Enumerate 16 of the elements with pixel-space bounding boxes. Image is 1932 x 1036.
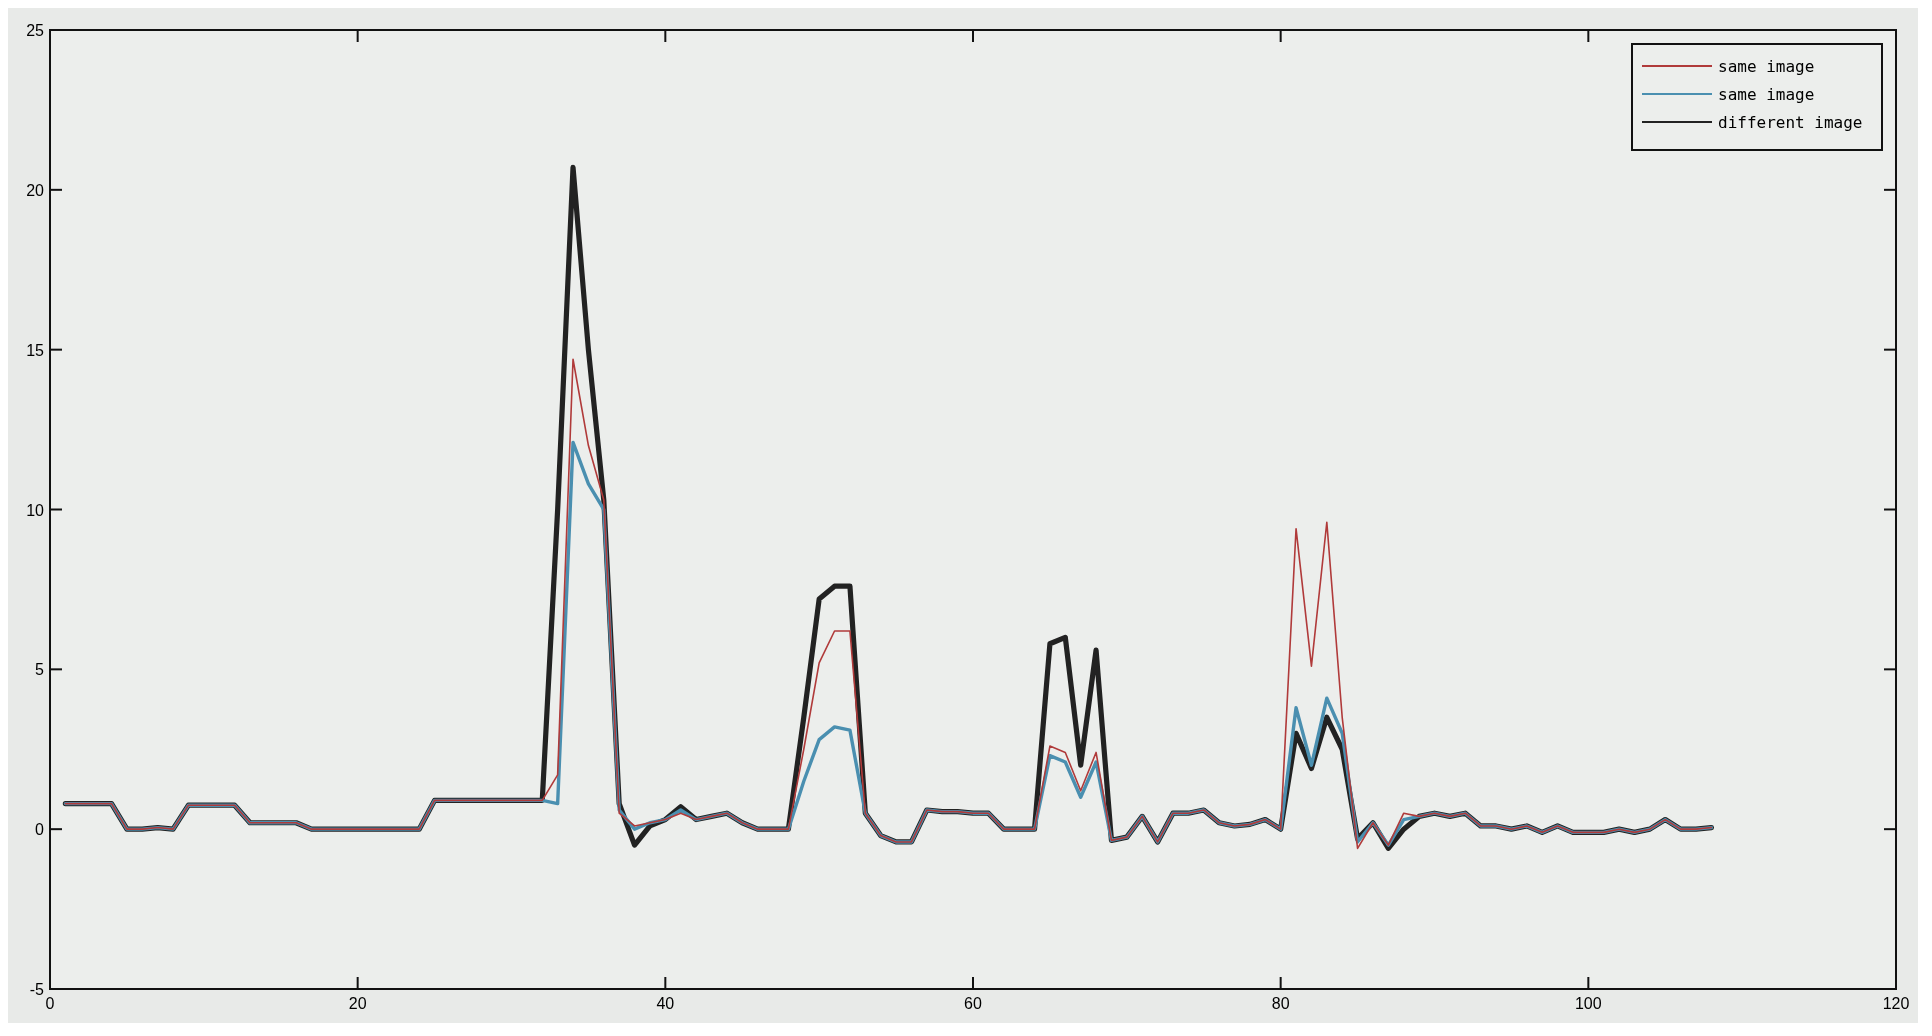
- legend-label: same image: [1718, 85, 1815, 104]
- legend-label: different image: [1718, 113, 1863, 132]
- y-tick-label: 15: [26, 341, 45, 359]
- x-tick-label: 120: [1882, 995, 1910, 1012]
- y-tick-label: 5: [35, 661, 45, 679]
- y-tick-label: 25: [26, 22, 45, 39]
- y-tick-label: -5: [29, 981, 45, 998]
- y-tick-label: 0: [35, 821, 45, 839]
- x-tick-label: 60: [964, 995, 982, 1012]
- x-tick-label: 40: [656, 995, 675, 1012]
- y-tick-label: 10: [26, 501, 45, 519]
- y-tick-label: 20: [26, 181, 45, 199]
- x-tick-label: 80: [1271, 995, 1290, 1012]
- x-tick-label: 20: [348, 995, 367, 1012]
- legend-label: same image: [1718, 57, 1815, 76]
- x-tick-label: 100: [1574, 995, 1602, 1012]
